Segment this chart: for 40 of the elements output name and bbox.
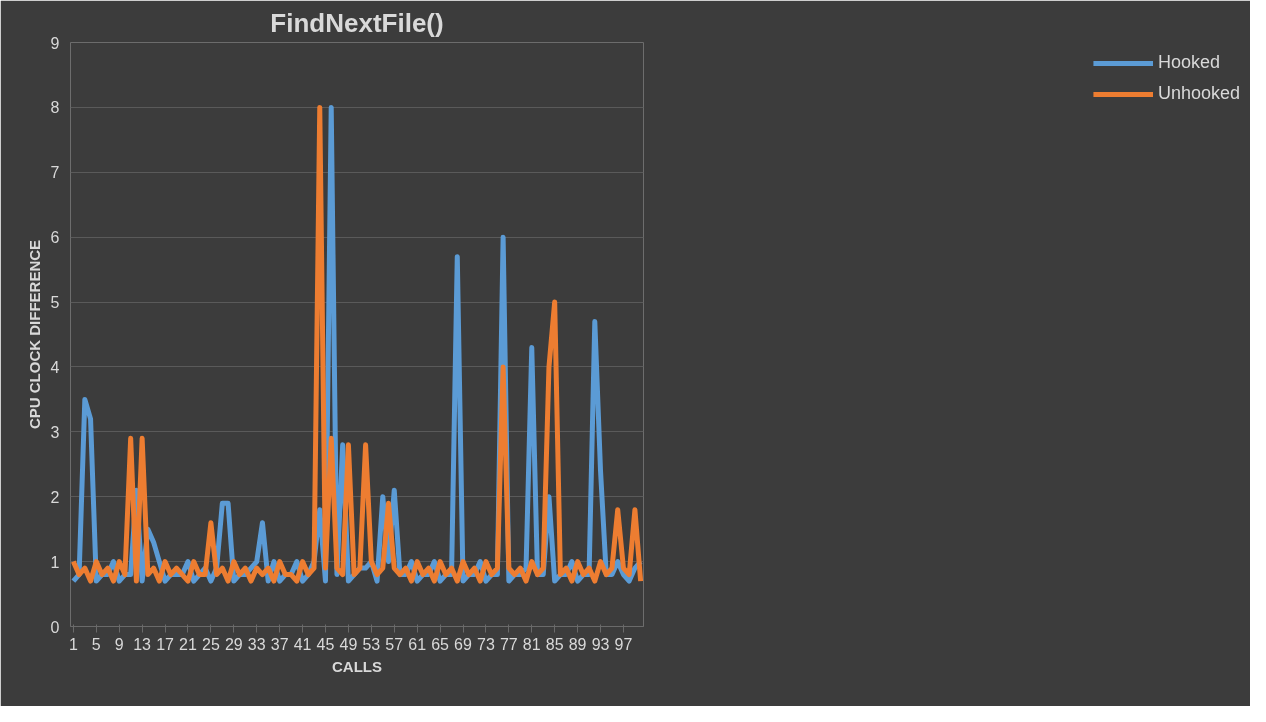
y-tick-label: 0 [50, 618, 60, 636]
x-tick-label: 85 [545, 635, 564, 653]
x-axis-title: CALLS [332, 657, 382, 675]
x-tick-label: 61 [408, 635, 427, 653]
x-tick-label: 33 [247, 635, 266, 653]
y-tick-label: 3 [50, 423, 60, 441]
x-tick-label: 77 [499, 635, 518, 653]
legend-label: Hooked [1157, 52, 1220, 73]
x-tick-label: 69 [454, 635, 473, 653]
x-tick-label: 81 [522, 635, 541, 653]
x-tick-label: 1 [68, 635, 78, 653]
x-tick-label: 29 [224, 635, 243, 653]
x-tick-label: 93 [591, 635, 610, 653]
y-tick-label: 4 [50, 358, 60, 376]
y-tick-label: 5 [50, 294, 60, 312]
x-tick-label: 89 [568, 635, 587, 653]
chart-title: FindNextFile() [270, 7, 444, 38]
x-tick-label: 21 [179, 635, 197, 653]
x-tick-label: 53 [362, 635, 381, 653]
x-tick-label: 25 [201, 635, 220, 653]
x-tick-label: 37 [270, 635, 289, 653]
y-tick-label: 6 [50, 229, 60, 247]
x-tick-label: 17 [156, 635, 175, 653]
x-tick-label: 41 [293, 635, 312, 653]
x-tick-label: 49 [339, 635, 358, 653]
y-tick-label: 1 [50, 553, 60, 571]
x-tick-label: 13 [133, 635, 152, 653]
legend-label: Unhooked [1157, 83, 1240, 104]
y-axis-title: CPU CLOCK DIFFERENCE [25, 239, 43, 430]
x-tick-label: 97 [614, 635, 633, 653]
x-tick-label: 57 [385, 635, 404, 653]
x-tick-label: 9 [114, 635, 124, 653]
y-tick-label: 2 [50, 488, 60, 506]
y-tick-label: 8 [50, 99, 60, 117]
y-tick-label: 7 [50, 164, 60, 182]
y-tick-label: 9 [50, 34, 60, 52]
x-tick-label: 65 [431, 635, 450, 653]
x-tick-label: 45 [316, 635, 335, 653]
x-tick-label: 73 [477, 635, 495, 653]
x-tick-label: 5 [91, 635, 101, 653]
